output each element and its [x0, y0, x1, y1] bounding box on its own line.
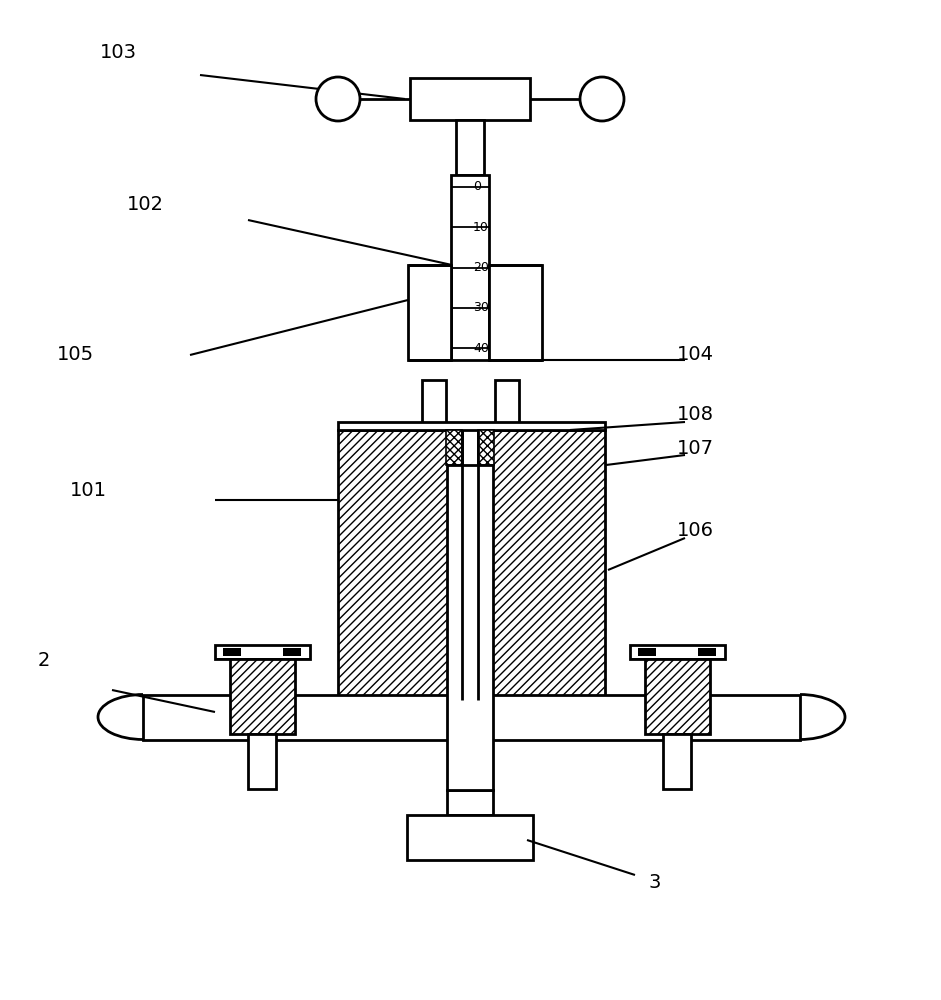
Bar	[638, 648, 656, 656]
Text: 108: 108	[677, 406, 713, 424]
Bar	[456, 120, 484, 175]
Bar	[283, 648, 301, 656]
Bar	[447, 465, 493, 790]
Text: 10: 10	[473, 221, 489, 234]
Bar	[410, 78, 530, 120]
Bar	[215, 645, 310, 659]
Bar	[408, 265, 451, 360]
Bar	[407, 815, 533, 860]
Text: 105: 105	[56, 346, 93, 364]
Bar	[230, 659, 295, 734]
Bar	[447, 790, 493, 815]
Bar	[422, 380, 446, 425]
Text: 30: 30	[473, 301, 489, 314]
Bar	[663, 734, 691, 789]
Text: 2: 2	[38, 650, 50, 670]
Bar	[478, 430, 494, 465]
Bar	[478, 430, 605, 700]
Bar	[630, 645, 725, 659]
Bar	[223, 648, 241, 656]
Bar	[143, 695, 800, 740]
Circle shape	[580, 77, 624, 121]
Bar	[698, 648, 716, 656]
Text: 102: 102	[126, 196, 164, 215]
Bar	[338, 422, 605, 430]
Bar	[451, 175, 489, 360]
Bar	[495, 380, 519, 425]
Text: 20: 20	[473, 261, 489, 274]
Text: 104: 104	[677, 346, 713, 364]
Text: 40: 40	[473, 342, 489, 355]
Text: 107: 107	[677, 438, 713, 458]
Text: 103: 103	[100, 42, 136, 62]
Text: 101: 101	[70, 481, 106, 499]
Bar	[446, 430, 462, 465]
Text: 0: 0	[473, 180, 481, 194]
Text: 106: 106	[677, 520, 713, 540]
Bar	[338, 430, 462, 700]
Circle shape	[316, 77, 360, 121]
Bar	[645, 659, 710, 734]
Bar	[248, 734, 276, 789]
Text: 3: 3	[648, 872, 662, 892]
Bar	[489, 265, 542, 360]
